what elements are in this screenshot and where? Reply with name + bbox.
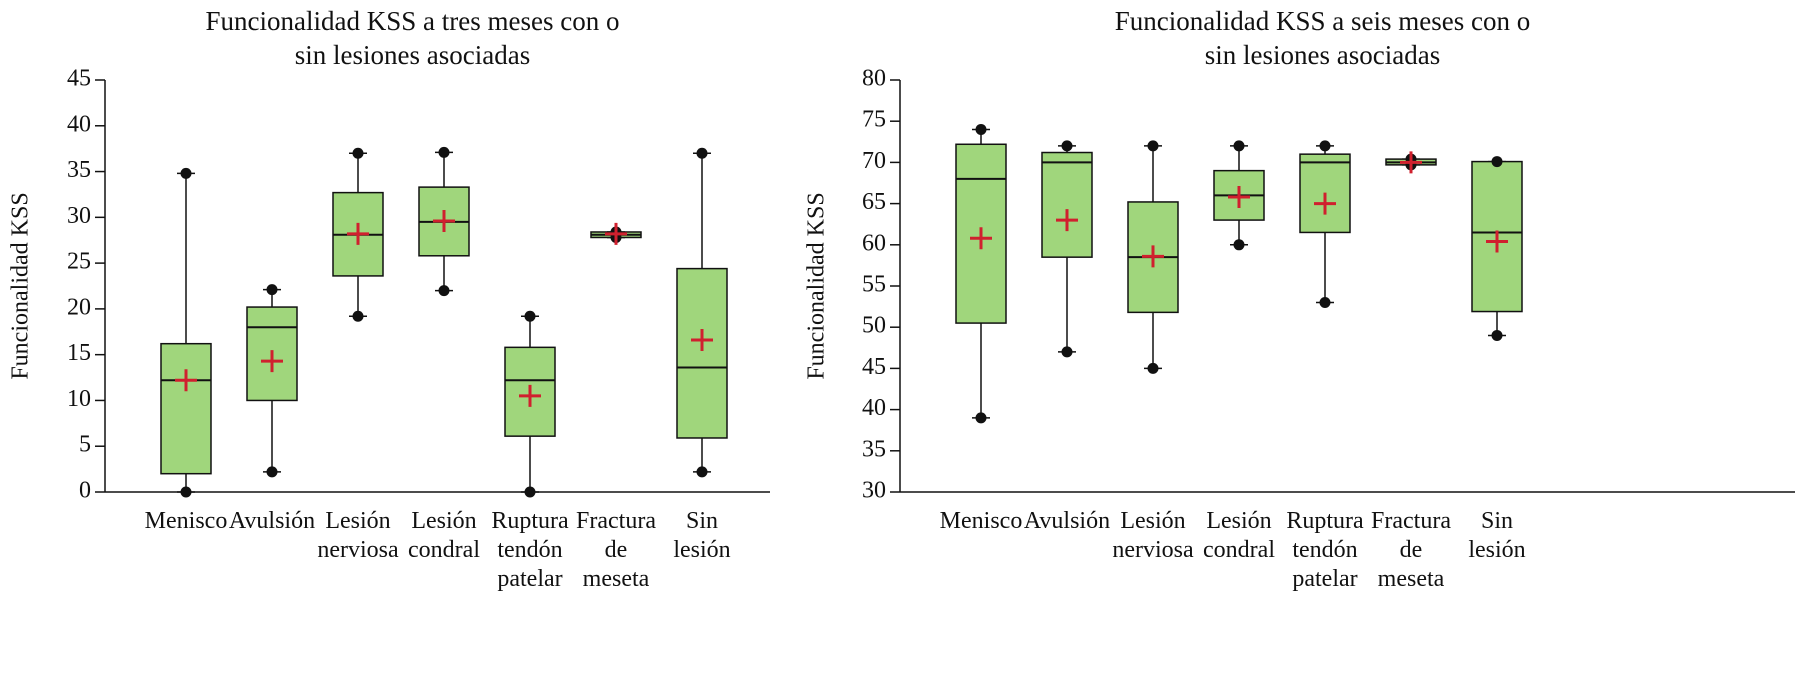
min-point <box>180 486 192 498</box>
min-point <box>1147 362 1159 374</box>
chart-title: sin lesiones asociadas <box>1205 40 1440 70</box>
min-point <box>524 486 536 498</box>
chart-title: sin lesiones asociadas <box>295 40 530 70</box>
mean-marker <box>1228 186 1250 209</box>
max-point <box>1233 140 1245 152</box>
mean-marker <box>1486 230 1508 253</box>
y-tick-label: 55 <box>862 272 886 298</box>
x-tick-label: Lesión nerviosa <box>317 508 399 563</box>
mean-marker <box>433 209 455 232</box>
x-tick-label: Lesión nerviosa <box>1112 508 1194 563</box>
mean-marker <box>1314 192 1336 215</box>
max-point <box>524 310 536 322</box>
y-tick-label: 65 <box>862 189 886 215</box>
x-tick-label: Lesión condral <box>408 508 480 563</box>
x-tick-label: Avulsión <box>1024 508 1110 534</box>
min-point <box>1233 239 1245 251</box>
max-point <box>180 167 192 179</box>
y-tick-label: 75 <box>862 107 886 133</box>
y-tick-label: 80 <box>862 66 886 92</box>
chart-title: Funcionalidad KSS a seis meses con o <box>1115 6 1530 36</box>
y-tick-label: 25 <box>67 249 91 275</box>
max-point <box>352 147 364 159</box>
box <box>1471 160 1523 313</box>
min-point <box>975 412 987 424</box>
x-tick-label: Avulsión <box>229 508 315 534</box>
x-tick-label: Fractura de meseta <box>576 508 656 592</box>
max-point <box>975 123 987 135</box>
box <box>1041 151 1093 258</box>
max-point <box>266 284 278 296</box>
x-tick-label: Sin lesión <box>1468 508 1525 563</box>
x-tick-label: Menisco <box>940 508 1023 534</box>
y-tick-label: 45 <box>862 354 886 380</box>
y-axis-label: Funcionalidad KSS <box>8 192 34 379</box>
x-tick-label: Lesión condral <box>1203 508 1275 563</box>
mean-marker <box>175 369 197 392</box>
max-point <box>1147 140 1159 152</box>
min-point <box>1319 296 1331 308</box>
box <box>676 267 728 439</box>
x-tick-label: Fractura de meseta <box>1371 508 1451 592</box>
max-point <box>1491 156 1503 168</box>
mean-marker <box>605 222 627 245</box>
y-tick-label: 35 <box>862 436 886 462</box>
chart-title: Funcionalidad KSS a tres meses con o <box>206 6 620 36</box>
max-point <box>1061 140 1073 152</box>
y-tick-label: 50 <box>862 313 886 339</box>
max-point <box>696 147 708 159</box>
mean-marker <box>1142 245 1164 268</box>
y-tick-label: 20 <box>67 294 91 320</box>
mean-marker <box>519 384 541 407</box>
min-point <box>352 310 364 322</box>
y-tick-label: 15 <box>67 340 91 366</box>
y-tick-label: 10 <box>67 386 91 412</box>
box <box>1299 153 1351 234</box>
mean-marker <box>347 222 369 245</box>
min-point <box>438 285 450 297</box>
y-tick-label: 70 <box>862 148 886 174</box>
min-point <box>266 466 278 478</box>
x-tick-label: Sin lesión <box>673 508 730 563</box>
mean-marker <box>1056 209 1078 232</box>
box <box>160 342 212 475</box>
y-tick-label: 40 <box>862 395 886 421</box>
y-tick-label: 60 <box>862 230 886 256</box>
y-tick-label: 0 <box>79 478 91 504</box>
min-point <box>1061 346 1073 358</box>
mean-marker <box>261 350 283 373</box>
y-tick-label: 5 <box>79 432 91 458</box>
y-tick-label: 30 <box>67 203 91 229</box>
y-tick-label: 30 <box>862 478 886 504</box>
max-point <box>438 146 450 158</box>
mean-marker <box>970 227 992 250</box>
y-tick-label: 35 <box>67 157 91 183</box>
min-point <box>696 466 708 478</box>
min-point <box>1491 329 1503 341</box>
x-tick-label: Ruptura tendón patelar <box>1286 508 1364 592</box>
max-point <box>1319 140 1331 152</box>
y-tick-label: 40 <box>67 111 91 137</box>
x-tick-label: Ruptura tendón patelar <box>491 508 569 592</box>
y-axis-label: Funcionalidad KSS <box>804 192 830 379</box>
x-tick-label: Menisco <box>145 508 228 534</box>
mean-marker <box>1400 151 1422 174</box>
mean-marker <box>691 329 713 352</box>
y-tick-label: 45 <box>67 66 91 92</box>
